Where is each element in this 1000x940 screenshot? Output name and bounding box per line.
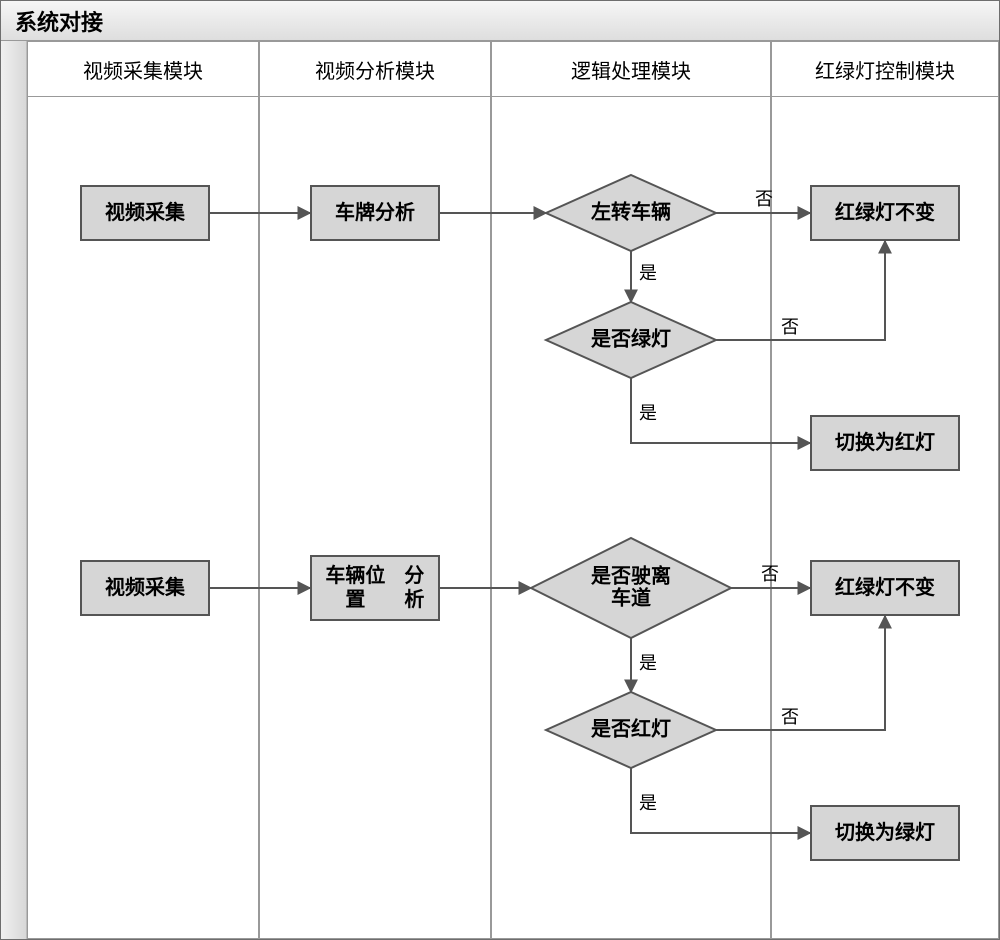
svg-text:是否红灯: 是否红灯 xyxy=(590,716,671,740)
edge-label-n_isgreen-n_tored: 是 xyxy=(639,403,657,423)
edge-label-n_leftturn-n_isgreen: 是 xyxy=(639,263,657,283)
edge-n_isred-n_togreen xyxy=(631,768,810,833)
svg-text:左转车辆: 左转车辆 xyxy=(591,199,671,223)
svg-text:是否驶离: 是否驶离 xyxy=(590,563,671,587)
edge-label-n_isgreen-n_nochange1: 否 xyxy=(781,317,799,337)
node-n_isred: 是否红灯 xyxy=(546,692,716,768)
edge-label-n_isred-n_togreen: 是 xyxy=(639,793,657,813)
edge-label-n_leave-n_isred: 是 xyxy=(639,653,657,673)
node-n_leave: 是否驶离车道 xyxy=(531,538,731,638)
node-n_leftturn: 左转车辆 xyxy=(546,175,716,251)
svg-text:车道: 车道 xyxy=(611,585,651,609)
edge-n_isgreen-n_nochange1 xyxy=(716,241,885,340)
svg-text:是否绿灯: 是否绿灯 xyxy=(590,326,671,350)
node-n_isgreen: 是否绿灯 xyxy=(546,302,716,378)
svg-overlay: 左转车辆是否绿灯是否驶离车道是否红灯否是否是否是否是 xyxy=(0,0,1000,940)
edge-n_isgreen-n_tored xyxy=(631,378,810,443)
edge-n_isred-n_nochange2 xyxy=(716,616,885,730)
edge-label-n_leave-n_nochange2: 否 xyxy=(761,564,779,584)
edge-label-n_isred-n_nochange2: 否 xyxy=(781,707,799,727)
diagram-frame: 系统对接 视频采集模块视频分析模块逻辑处理模块红绿灯控制模块 视频采集车牌分析红… xyxy=(0,0,1000,940)
edge-label-n_leftturn-n_nochange1: 否 xyxy=(755,189,773,209)
